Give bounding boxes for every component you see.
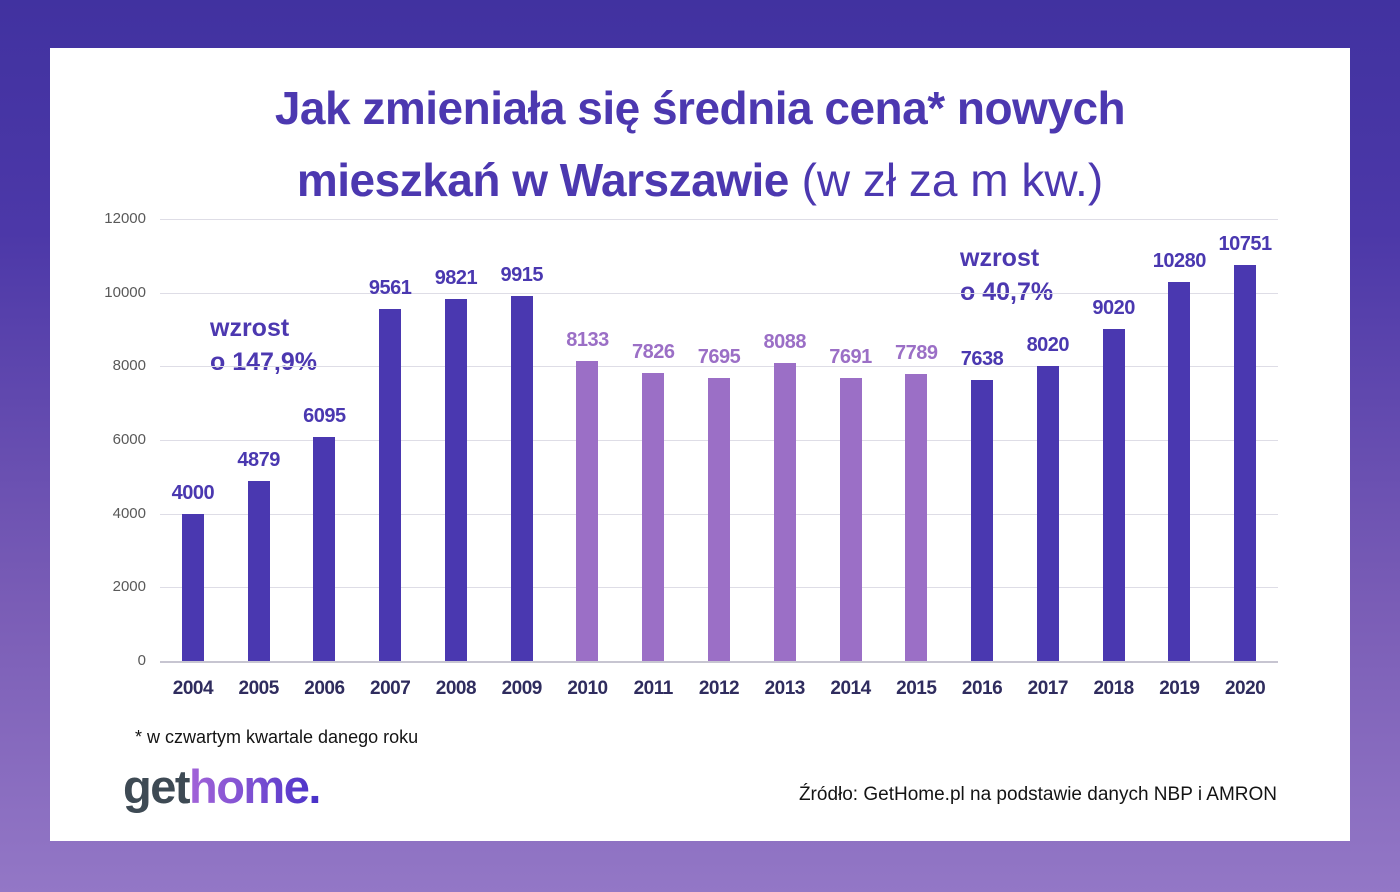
annotation-line: o 147,9% bbox=[210, 348, 318, 376]
gethome-logo: gethome. bbox=[123, 758, 321, 816]
bar-2012 bbox=[708, 377, 730, 661]
bar-value-label-2018: 9020 bbox=[1092, 296, 1135, 319]
x-axis-year-label-2012: 2012 bbox=[698, 678, 740, 699]
x-axis-year-label-2014: 2014 bbox=[830, 678, 871, 699]
y-axis-tick-label: 10000 bbox=[104, 283, 146, 301]
x-axis-year-label-2009: 2009 bbox=[501, 678, 543, 699]
y-axis-tick-label: 0 bbox=[137, 652, 146, 669]
annotation-line: wzrost bbox=[960, 244, 1040, 272]
bar-2006 bbox=[313, 436, 336, 661]
x-axis-year-label-2005: 2005 bbox=[238, 678, 280, 699]
x-axis-year-label-2007: 2007 bbox=[370, 678, 411, 699]
bar-value-label-2008: 9821 bbox=[434, 267, 478, 290]
x-axis-year-label-2010: 2010 bbox=[567, 678, 608, 699]
chart-title-line2-light: (w zł za m kw.) bbox=[788, 154, 1104, 206]
bar-2014 bbox=[839, 377, 862, 661]
bar-2013 bbox=[773, 363, 796, 661]
x-axis-year-label-2015: 2015 bbox=[896, 678, 937, 699]
y-axis-tick-label: 8000 bbox=[112, 357, 146, 375]
bar-2009 bbox=[510, 295, 533, 661]
gridline-10000 bbox=[160, 292, 1278, 294]
annotation-line: o 40,7% bbox=[960, 278, 1054, 306]
annotation-growth-2004-2009: wzrost o 147,9% bbox=[210, 311, 317, 379]
x-axis-year-label-2006: 2006 bbox=[304, 678, 345, 699]
x-axis-year-label-2016: 2016 bbox=[961, 678, 1003, 699]
x-axis-year-label-2017: 2017 bbox=[1027, 678, 1069, 699]
gridline-12000 bbox=[160, 219, 1278, 220]
bar-value-label-2016: 7638 bbox=[960, 347, 1004, 370]
bar-value-label-2017: 8020 bbox=[1026, 333, 1070, 356]
bar-value-label-2015: 7789 bbox=[895, 342, 938, 365]
bar-2015 bbox=[905, 374, 928, 661]
chart-title-line2-bold: mieszkań w Warszawie bbox=[296, 154, 789, 206]
source-attribution: Źródło: GetHome.pl na podstawie danych N… bbox=[798, 784, 1277, 805]
logo-part-home: home. bbox=[189, 760, 321, 813]
bar-2020 bbox=[1234, 265, 1257, 661]
gridline-0 bbox=[160, 661, 1278, 663]
x-axis-year-label-2004: 2004 bbox=[172, 678, 214, 699]
bar-chart: wzrost o 147,9% wzrost o 40,7% 0 2000 4000… bbox=[104, 210, 1278, 699]
bar-value-label-2005: 4879 bbox=[237, 449, 280, 472]
bar-value-label-2014: 7691 bbox=[829, 345, 872, 368]
bar-2008 bbox=[444, 299, 467, 661]
bar-value-label-2007: 9561 bbox=[368, 276, 412, 299]
x-axis-year-label-2008: 2008 bbox=[435, 678, 477, 699]
bar-value-label-2019: 10280 bbox=[1152, 250, 1207, 273]
bar-2016 bbox=[971, 379, 994, 661]
bar-value-label-2009: 9915 bbox=[500, 263, 543, 286]
bar-value-label-2006: 6095 bbox=[303, 404, 346, 427]
annotation-line: wzrost bbox=[210, 314, 290, 342]
x-axis-year-label-2011: 2011 bbox=[633, 678, 674, 699]
bar-value-label-2013: 8088 bbox=[763, 331, 807, 354]
bar-value-label-2012: 7695 bbox=[697, 345, 741, 368]
bar-2010 bbox=[576, 361, 599, 661]
y-axis-tick-label: 6000 bbox=[112, 431, 146, 448]
x-axis-year-label-2013: 2013 bbox=[764, 678, 806, 699]
bar-2005 bbox=[247, 481, 270, 661]
bar-2017 bbox=[1036, 365, 1059, 661]
bar-value-label-2010: 8133 bbox=[566, 329, 609, 352]
chart-title-line2: mieszkań w Warszawie (w zł za m kw.) bbox=[50, 144, 1350, 216]
bar-2019 bbox=[1168, 282, 1191, 661]
chart-title-line1: Jak zmieniała się średnia cena* nowych bbox=[274, 82, 1126, 134]
gridline-8000 bbox=[160, 366, 1278, 368]
bar-value-label-2004: 4000 bbox=[171, 481, 215, 504]
bar-2011 bbox=[642, 372, 665, 661]
annotation-growth-2016-2020: wzrost o 40,7% bbox=[960, 241, 1053, 309]
bar-2018 bbox=[1102, 328, 1125, 661]
y-axis-tick-label: 4000 bbox=[112, 504, 146, 522]
bar-2007 bbox=[379, 308, 402, 661]
bar-2004 bbox=[181, 513, 204, 661]
chart-title: Jak zmieniała się średnia cena* nowych m… bbox=[50, 72, 1350, 216]
x-axis-year-label-2019: 2019 bbox=[1159, 678, 1200, 699]
x-axis-year-label-2018: 2018 bbox=[1093, 678, 1134, 699]
bar-value-label-2020: 10751 bbox=[1218, 233, 1273, 255]
infographic-card: Jak zmieniała się średnia cena* nowych m… bbox=[50, 48, 1350, 841]
y-axis-tick-label: 2000 bbox=[112, 578, 146, 596]
footnote: * w czwartym kwartale danego roku bbox=[135, 727, 419, 747]
logo-part-get: get bbox=[123, 760, 191, 813]
bar-value-label-2011: 7826 bbox=[631, 340, 675, 363]
y-axis-tick-label: 12000 bbox=[104, 210, 146, 227]
x-axis-year-label-2020: 2020 bbox=[1224, 678, 1266, 699]
